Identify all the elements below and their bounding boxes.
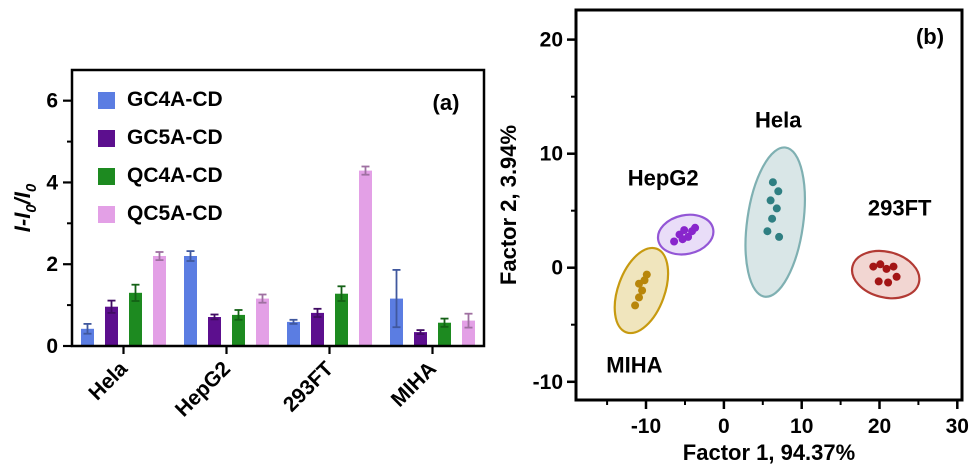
panel-b-scatter-plot: MIHA HepG2 Hela 293FT -10 0 10 20 30 -10 0 10 20 Fact… xyxy=(492,0,976,476)
cluster-label-HepG2: HepG2 xyxy=(628,166,699,191)
bar-QC5A-CD-293FT xyxy=(359,170,372,346)
legend-swatch-QC4A-CD xyxy=(98,168,115,185)
legend-label: GC4A-CD xyxy=(127,88,223,111)
panel-a-label: (a) xyxy=(433,90,460,115)
scatter-point-Hela xyxy=(775,232,784,241)
cluster-label-Hela: Hela xyxy=(755,108,802,133)
bar-chart-svg: Hela HepG2 293FT MIHA 0 2 4 6 I-I0/I0 GC4A-CD GC5A… xyxy=(10,68,486,421)
scatter-point-293FT xyxy=(892,272,901,281)
scatter-point-293FT xyxy=(874,277,883,286)
x-category-label: MIHA xyxy=(387,357,441,411)
scatter-point-293FT xyxy=(889,262,898,271)
scatter-point-MIHA xyxy=(642,270,651,279)
legend-label: GC5A-CD xyxy=(127,126,223,149)
bar-GC5A-CD-Hela xyxy=(105,306,118,346)
scatter-point-MIHA xyxy=(635,293,643,302)
y-tick-label: 6 xyxy=(46,90,58,113)
y-axis-label: Factor 2, 3.94% xyxy=(496,125,521,285)
bar-QC5A-CD-HepG2 xyxy=(256,298,269,346)
panel-b-label: (b) xyxy=(916,24,944,49)
panel-a-bar-chart: Hela HepG2 293FT MIHA 0 2 4 6 I-I0/I0 GC4A-CD GC5A… xyxy=(10,68,486,421)
scatter-point-Hela xyxy=(772,204,781,213)
bar-QC4A-CD-Hela xyxy=(129,292,142,346)
scatter-point-Hela xyxy=(768,178,777,187)
legend-swatch-QC5A-CD xyxy=(98,206,115,223)
scatter-point-Hela xyxy=(766,196,775,205)
bar-QC4A-CD-MIHA xyxy=(438,322,451,346)
y-tick-label: 20 xyxy=(540,29,563,52)
x-category-label: 293FT xyxy=(279,357,338,416)
y-tick-label: 2 xyxy=(46,253,58,276)
bar-GC5A-CD-HepG2 xyxy=(208,317,221,346)
x-tick-label: 0 xyxy=(718,415,730,438)
legend-swatch-GC4A-CD xyxy=(98,92,115,109)
scatter-point-Hela xyxy=(768,214,777,223)
bar-QC4A-CD-HepG2 xyxy=(232,314,245,346)
scatter-point-293FT xyxy=(869,262,878,271)
legend-label: QC4A-CD xyxy=(127,164,223,187)
y-tick-label: 4 xyxy=(46,171,58,194)
bar-QC5A-CD-Hela xyxy=(153,256,166,346)
scatter-point-MIHA xyxy=(631,301,640,310)
x-category-label: Hela xyxy=(84,357,132,405)
scatter-point-293FT xyxy=(876,260,885,269)
x-tick-label: 20 xyxy=(868,415,891,438)
legend-swatch-GC5A-CD xyxy=(98,130,115,147)
bar-GC5A-CD-293FT xyxy=(311,312,324,346)
scatter-point-293FT xyxy=(884,278,893,287)
scatter-point-MIHA xyxy=(638,286,647,295)
cluster-ellipse-Hela xyxy=(744,146,806,298)
x-tick-label: 30 xyxy=(946,415,969,438)
panel-a-frame xyxy=(70,68,486,348)
y-axis-label: I-I0/I0 xyxy=(10,183,40,232)
scatter-point-Hela xyxy=(763,227,772,236)
cluster-label-MIHA: MIHA xyxy=(606,353,662,378)
x-category-label: HepG2 xyxy=(171,357,235,421)
y-tick-label: -10 xyxy=(533,371,563,394)
bar-QC4A-CD-293FT xyxy=(335,293,348,346)
legend-label: QC5A-CD xyxy=(127,202,223,225)
scatter-point-HepG2 xyxy=(680,226,689,235)
x-tick-label: 10 xyxy=(790,415,813,438)
panel-b-frame xyxy=(574,8,964,402)
scatter-point-Hela xyxy=(774,187,783,196)
x-tick-label: -10 xyxy=(631,415,661,438)
scatter-plot-svg: MIHA HepG2 Hela 293FT -10 0 10 20 30 -10 0 10 20 Fact… xyxy=(496,8,969,465)
cluster-ellipse-293FT xyxy=(850,249,921,300)
bar-GC4A-CD-HepG2 xyxy=(184,256,197,346)
x-axis-label: Factor 1, 94.37% xyxy=(683,440,855,465)
scatter-point-293FT xyxy=(882,264,891,273)
y-tick-label: 0 xyxy=(46,335,58,358)
scatter-point-HepG2 xyxy=(670,237,679,246)
y-tick-label: 10 xyxy=(540,143,563,166)
bar-GC4A-CD-293FT xyxy=(287,321,300,346)
y-tick-label: 0 xyxy=(551,257,563,280)
bar-GC5A-CD-MIHA xyxy=(414,332,427,346)
cluster-label-293FT: 293FT xyxy=(868,195,932,220)
scatter-point-HepG2 xyxy=(678,235,687,244)
scatter-point-HepG2 xyxy=(691,223,700,232)
